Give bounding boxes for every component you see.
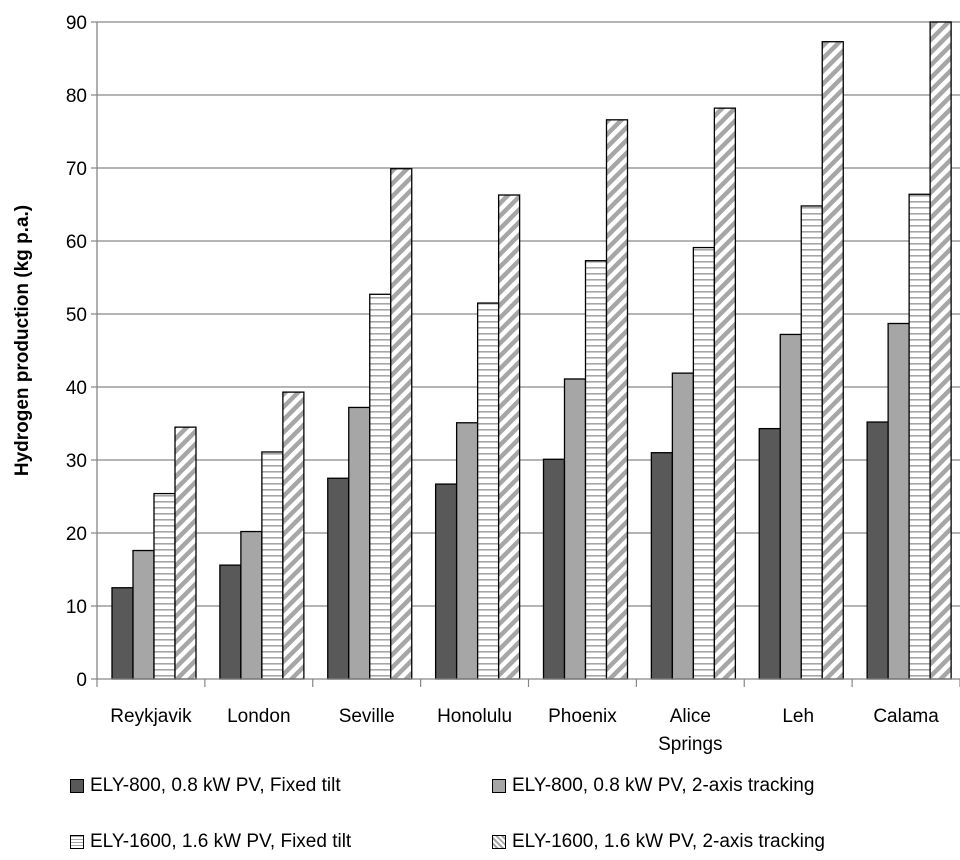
bar xyxy=(605,119,629,680)
y-tick-label: 40 xyxy=(66,378,87,399)
legend-item-ely1600-fixed: ELY-1600, 1.6 kW PV, Fixed tilt xyxy=(70,831,351,853)
y-tick-label: 10 xyxy=(66,597,87,618)
y-tick-label: 30 xyxy=(66,451,87,472)
bar xyxy=(327,477,350,680)
bar xyxy=(671,372,695,680)
bars xyxy=(111,21,952,680)
legend-swatch-light xyxy=(492,779,506,793)
legend-item-ely800-fixed: ELY-800, 0.8 kW PV, Fixed tilt xyxy=(70,775,341,797)
bar xyxy=(497,194,521,680)
x-tick-label: Seville xyxy=(339,706,395,727)
x-tick-label: Phoenix xyxy=(548,706,617,727)
y-tick-label: 0 xyxy=(76,670,87,691)
x-tick-label: Reykjavik xyxy=(110,706,192,727)
bar xyxy=(887,322,910,680)
legend-item-ely800-tracking: ELY-800, 0.8 kW PV, 2-axis tracking xyxy=(492,775,814,797)
legend-item-ely1600-tracking: ELY-1600, 1.6 kW PV, 2-axis tracking xyxy=(492,831,825,853)
bar xyxy=(174,426,197,680)
bar xyxy=(153,492,176,680)
bar xyxy=(455,422,479,680)
y-tick-label: 90 xyxy=(66,13,87,34)
bar xyxy=(908,193,931,680)
bar xyxy=(348,406,371,680)
legend-label: ELY-1600, 1.6 kW PV, 2-axis tracking xyxy=(512,831,825,852)
bar xyxy=(261,451,284,680)
legend-label: ELY-800, 0.8 kW PV, Fixed tilt xyxy=(90,775,341,796)
bar xyxy=(390,168,413,680)
axes xyxy=(91,21,960,687)
bar xyxy=(476,302,500,680)
bar xyxy=(650,452,674,680)
x-tick-label: Springs xyxy=(658,734,722,755)
x-tick-label: Alice xyxy=(670,706,711,727)
y-tick-label: 20 xyxy=(66,524,87,545)
bar xyxy=(282,391,305,680)
bar xyxy=(369,293,392,680)
y-tick-label: 50 xyxy=(66,305,87,326)
legend-label: ELY-800, 0.8 kW PV, 2-axis tracking xyxy=(512,775,815,796)
bar xyxy=(111,587,134,680)
legend-swatch-hstripes xyxy=(70,835,84,849)
legend-label: ELY-1600, 1.6 kW PV, Fixed tilt xyxy=(90,831,352,852)
x-tick-label: London xyxy=(227,706,290,727)
y-tick-label: 80 xyxy=(66,86,87,107)
x-tick-label: Honolulu xyxy=(437,706,512,727)
tick-labels: 0 10 20 30 40 50 60 70 80 90 Reykjavik London Sevill… xyxy=(66,13,939,755)
bar xyxy=(821,41,844,680)
y-axis-title: Hydrogen production (kg p.a.) xyxy=(12,205,33,476)
bar xyxy=(779,333,802,680)
legend-swatch-dark xyxy=(70,779,84,793)
bar xyxy=(240,530,263,680)
bar xyxy=(434,483,458,680)
bar xyxy=(929,21,952,680)
bar xyxy=(866,421,889,680)
bar xyxy=(758,427,781,680)
bar xyxy=(132,549,155,680)
bar xyxy=(800,205,823,680)
bar xyxy=(563,378,587,680)
x-tick-label: Calama xyxy=(873,706,939,727)
y-tick-label: 70 xyxy=(66,159,87,180)
bar-chart: 0 10 20 30 40 50 60 70 80 90 Reykjavik London Sevill… xyxy=(12,13,960,755)
bar xyxy=(692,246,716,680)
bar xyxy=(542,458,566,680)
bar xyxy=(713,107,737,680)
x-tick-label: Leh xyxy=(782,706,814,727)
y-tick-label: 60 xyxy=(66,232,87,253)
legend-swatch-dstripes xyxy=(492,835,506,849)
bar xyxy=(219,564,242,680)
bar xyxy=(584,260,608,680)
